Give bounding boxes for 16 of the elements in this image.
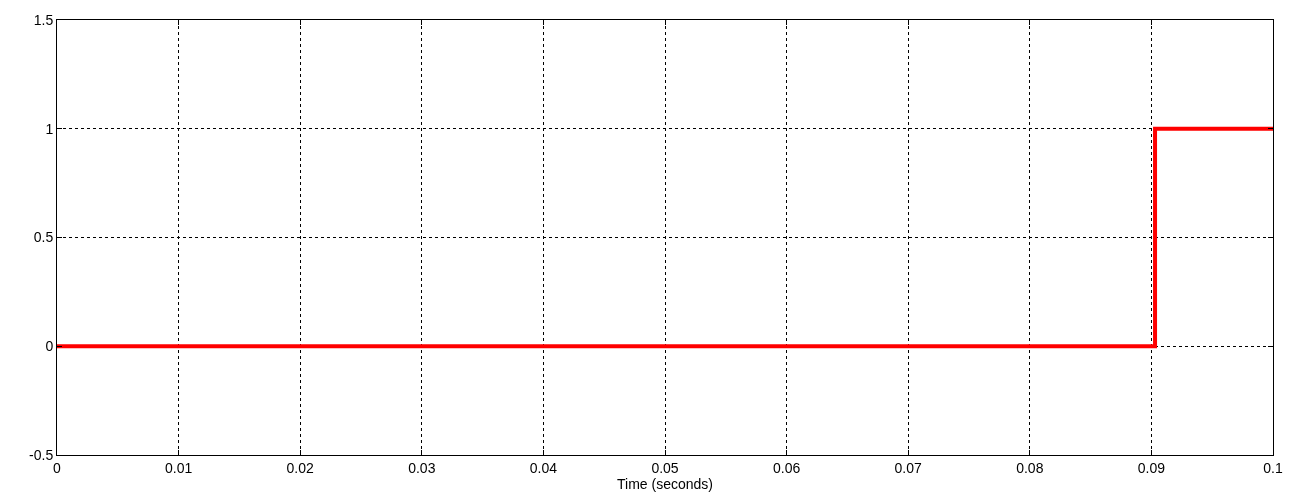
y-tick-label: 0.5	[33, 229, 54, 246]
x-tick-label: 0.01	[164, 459, 193, 476]
x-tick-label: 0.04	[529, 459, 558, 476]
x-tick-label: 0.06	[772, 459, 801, 476]
x-tick-label: 0.08	[1016, 459, 1044, 476]
x-tick-label: 0.09	[1137, 459, 1166, 476]
y-tick-label: 1.5	[33, 11, 54, 28]
x-tick-label: 0.02	[286, 459, 315, 476]
y-tick-label: 1	[45, 120, 54, 137]
x-tick-label: 0.1	[1263, 459, 1283, 476]
x-axis-title: Time (seconds)	[617, 475, 713, 492]
y-tick-label: -0.5	[29, 446, 54, 463]
x-tick-label: 0.03	[408, 459, 436, 476]
x-tick-label: 0.07	[894, 459, 923, 476]
y-tick-label: 0	[45, 338, 54, 355]
x-tick-label: 0.05	[651, 459, 679, 476]
